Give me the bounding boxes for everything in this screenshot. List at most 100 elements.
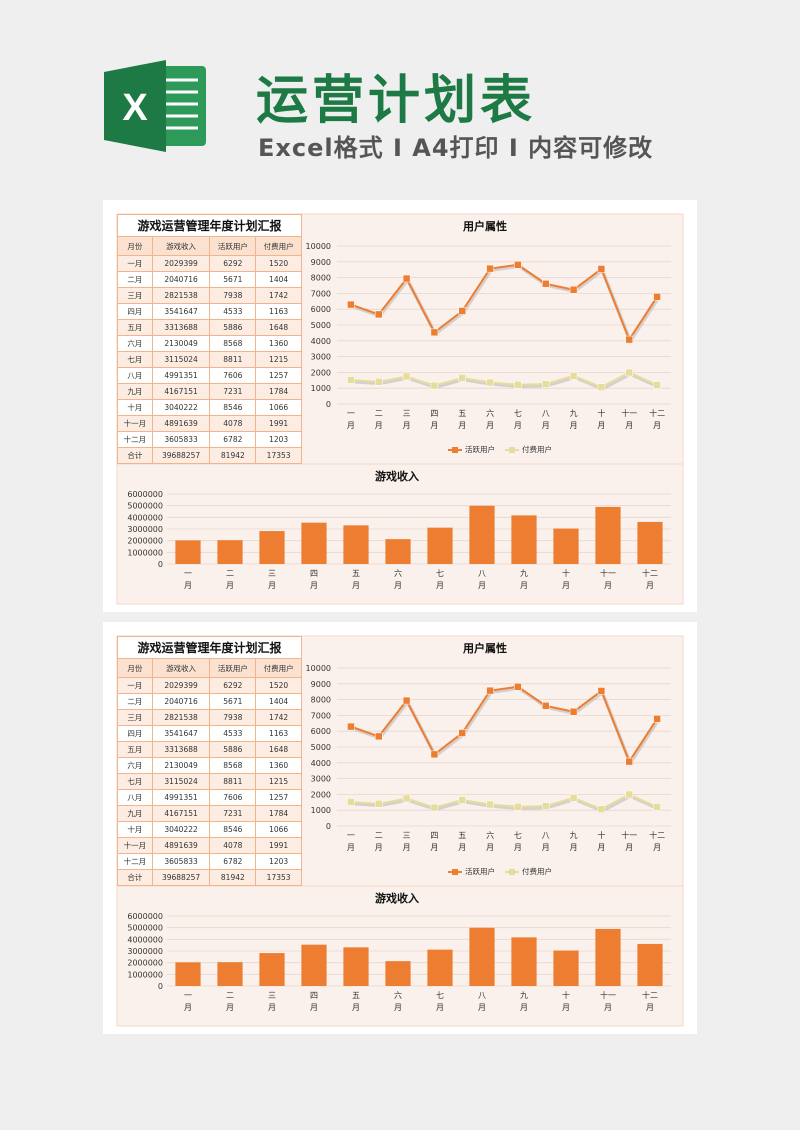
table-cell: 六月 bbox=[117, 334, 153, 352]
bar-x-tick-label-suffix: 月 bbox=[184, 581, 192, 590]
table-cell: 合计 bbox=[117, 868, 153, 887]
table-cell: 4167151 bbox=[151, 804, 211, 822]
table-cell: 1784 bbox=[255, 382, 302, 400]
data-point bbox=[625, 335, 633, 344]
table-cell: 7938 bbox=[209, 708, 257, 726]
bar-x-tick-label: 十二 bbox=[642, 568, 658, 578]
y-tick-label: 10000 bbox=[306, 664, 331, 673]
table-cell: 4991351 bbox=[151, 366, 211, 384]
table-cell: 1742 bbox=[255, 286, 302, 304]
line-x-tick-label: 十 bbox=[597, 830, 605, 840]
data-point bbox=[569, 708, 578, 716]
line-x-tick-label: 十 bbox=[597, 408, 605, 418]
sheet-page-2: 0 1000 2000 3000 4000 5000 6000 7000 8000 9000 100… bbox=[103, 622, 697, 1034]
data-point bbox=[458, 729, 466, 737]
table-cell: 6782 bbox=[209, 430, 257, 448]
data-point bbox=[430, 803, 439, 812]
bar-x-tick-label: 九 bbox=[520, 569, 528, 578]
page-title: 运营计划表 bbox=[256, 71, 537, 131]
table-cell: 3313688 bbox=[151, 318, 211, 336]
y-tick-label: 0 bbox=[326, 822, 331, 831]
table-cell: 7231 bbox=[209, 804, 257, 822]
line-x-tick-label-suffix: 月 bbox=[542, 421, 550, 430]
y-tick-label: 8000 bbox=[311, 274, 331, 283]
line-x-tick-label-suffix: 月 bbox=[514, 421, 522, 430]
table-cell: 1360 bbox=[255, 756, 302, 774]
line-x-tick-label: 十一 bbox=[621, 408, 637, 418]
table-cell: 二月 bbox=[117, 270, 153, 288]
table-cell: 8568 bbox=[209, 756, 257, 774]
table-cell: 1257 bbox=[255, 366, 302, 384]
table-cell: 2821538 bbox=[151, 286, 211, 304]
table-caption: 游戏运营管理年度计划汇报 bbox=[117, 635, 302, 660]
table-cell: 6292 bbox=[209, 676, 257, 694]
table-cell: 1991 bbox=[255, 414, 302, 432]
table-cell: 1066 bbox=[255, 398, 302, 416]
table-cell: 8546 bbox=[209, 820, 257, 838]
y-tick-label: 1000000 bbox=[127, 970, 163, 979]
legend-active-users: 活跃用户 bbox=[448, 444, 495, 455]
data-point bbox=[542, 380, 550, 388]
table-cell: 3313688 bbox=[151, 740, 211, 758]
line-x-tick-label-suffix: 月 bbox=[542, 843, 550, 852]
line-x-tick-label: 八 bbox=[542, 409, 550, 418]
bar bbox=[511, 515, 537, 564]
table-cell: 39688257 bbox=[151, 446, 211, 465]
line-x-tick-label-suffix: 月 bbox=[430, 421, 438, 430]
bar-x-tick-label-suffix: 月 bbox=[478, 1003, 486, 1012]
bar-x-tick-label-suffix: 月 bbox=[562, 581, 570, 590]
bar-x-tick-label: 六 bbox=[394, 568, 402, 578]
bar-x-tick-label-suffix: 月 bbox=[352, 581, 360, 590]
bar-x-tick-label: 四 bbox=[310, 991, 318, 1000]
y-tick-label: 5000000 bbox=[127, 502, 163, 511]
line-x-tick-label: 二 bbox=[375, 409, 383, 418]
table-cell: 2029399 bbox=[151, 254, 211, 272]
series-line-1 bbox=[350, 371, 658, 389]
y-tick-label: 3000000 bbox=[127, 947, 163, 956]
line-x-tick-label: 六 bbox=[486, 830, 494, 840]
bar bbox=[553, 950, 579, 986]
table-row: 八月 4991351 7606 1257 bbox=[117, 366, 302, 384]
table-row: 三月 2821538 7938 1742 bbox=[117, 286, 302, 304]
data-point bbox=[430, 328, 439, 337]
table-cell: 十一月 bbox=[117, 414, 153, 432]
table-cell: 5886 bbox=[209, 318, 257, 336]
bar-x-tick-label-suffix: 月 bbox=[604, 581, 612, 590]
y-tick-label: 6000 bbox=[311, 305, 331, 314]
bar bbox=[427, 949, 453, 986]
table-row: 十二月 3605833 6782 1203 bbox=[117, 430, 302, 448]
table-cell: 2130049 bbox=[151, 756, 211, 774]
table-row: 十月 3040222 8546 1066 bbox=[117, 820, 302, 838]
bar-x-tick-label: 七 bbox=[436, 991, 444, 1000]
table-cell: 五月 bbox=[117, 740, 153, 758]
line-x-tick-label-suffix: 月 bbox=[430, 843, 438, 852]
table-cell: 3115024 bbox=[151, 772, 211, 790]
bar-x-tick-label-suffix: 月 bbox=[646, 1003, 654, 1012]
data-table: 游戏运营管理年度计划汇报 月份 游戏收入 活跃用户 付费用户 一月 2029399 6292 1… bbox=[117, 213, 302, 465]
data-point bbox=[430, 750, 439, 759]
bar bbox=[553, 528, 579, 564]
table-cell: 1215 bbox=[255, 772, 302, 790]
bar bbox=[595, 928, 621, 986]
y-tick-label: 0 bbox=[158, 982, 163, 991]
table-cell: 5671 bbox=[209, 692, 257, 710]
table-row: 六月 2130049 8568 1360 bbox=[117, 334, 302, 352]
line-x-tick-label-suffix: 月 bbox=[347, 843, 355, 852]
table-cell: 一月 bbox=[117, 254, 153, 272]
column-header: 月份 bbox=[117, 236, 153, 256]
bar-x-tick-label: 七 bbox=[436, 569, 444, 578]
table-cell: 十一月 bbox=[117, 836, 153, 854]
table-cell: 5886 bbox=[209, 740, 257, 758]
bar bbox=[385, 961, 411, 986]
logo-letter: X bbox=[122, 87, 148, 129]
bar bbox=[175, 962, 201, 986]
data-point bbox=[653, 293, 661, 301]
line-x-tick-label-suffix: 月 bbox=[375, 843, 383, 852]
line-x-tick-label: 十一 bbox=[621, 830, 637, 840]
line-x-tick-label: 五 bbox=[458, 831, 466, 840]
bar-x-tick-label-suffix: 月 bbox=[436, 1003, 444, 1012]
y-tick-label: 9000 bbox=[311, 680, 331, 689]
table-row: 五月 3313688 5886 1648 bbox=[117, 740, 302, 758]
data-point bbox=[347, 798, 355, 806]
legend-paying-users: 付费用户 bbox=[505, 866, 552, 877]
